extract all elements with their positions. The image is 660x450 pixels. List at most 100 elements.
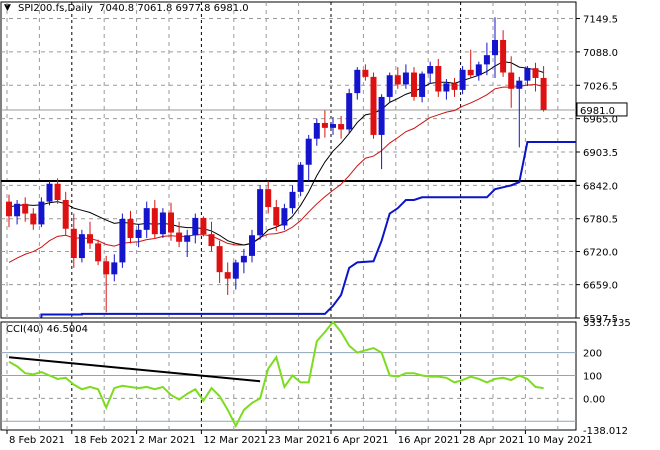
candle-bear [338, 124, 345, 130]
candle-bear [176, 232, 183, 242]
price-tick-label: 7149.5 [583, 15, 618, 26]
candle-bull [240, 255, 247, 263]
candle-bear [216, 246, 223, 273]
candle-bear [394, 75, 401, 85]
chart-title: SPI200.fs,Daily 7040.8 7061.8 6977.8 698… [18, 3, 249, 14]
candle-bear [370, 76, 377, 135]
candle-bear [54, 183, 61, 201]
cci-tick-label: -138.012 [583, 426, 628, 437]
date-label: 8 Feb 2021 [9, 435, 65, 446]
candle-bull [402, 72, 409, 85]
candle-bull [46, 183, 53, 202]
chart-grid [0, 1, 577, 431]
candle-bear [127, 218, 134, 238]
candle-bull [78, 234, 85, 259]
cci-tick-label: 100 [583, 372, 602, 383]
candle-bull [111, 262, 118, 275]
price-tick-label: 6597.5 [583, 314, 618, 325]
date-label: 18 Feb 2021 [74, 435, 136, 446]
candle-bear [62, 200, 69, 229]
candle-bull [386, 75, 393, 97]
candle-bull [232, 262, 239, 279]
price-tick-label: 6965.0 [583, 115, 618, 126]
triangle-down-icon[interactable]: ▼ [4, 3, 11, 13]
candle-bull [492, 39, 498, 56]
date-label: 23 Mar 2021 [268, 435, 331, 446]
candle-bull [330, 124, 336, 128]
date-label: 16 Apr 2021 [398, 435, 460, 446]
cci-panel [1, 320, 576, 429]
price-tick-label: 6842.0 [583, 181, 618, 192]
candle-bull [297, 164, 304, 192]
candle-bull [483, 55, 490, 65]
candle-bear [30, 213, 37, 225]
candle-bull [14, 203, 21, 217]
candle-bull [143, 208, 150, 230]
candle-bull [354, 69, 361, 94]
candle-bear [451, 83, 458, 90]
price-tick-label: 6903.5 [583, 148, 618, 159]
price-tick-label: 7026.5 [583, 81, 618, 92]
candle-bear [467, 69, 474, 76]
candle-bull [289, 191, 296, 209]
candle-bear [321, 122, 328, 128]
candle-bear [362, 69, 369, 77]
candle-bull [524, 68, 531, 81]
candle-bull [257, 189, 264, 236]
candle-bull [249, 235, 255, 256]
candle-bear [540, 77, 547, 110]
candle-bull [313, 122, 320, 139]
price-tick-label: 6780.5 [583, 215, 618, 226]
candle-bull [159, 212, 166, 235]
candle-bull [305, 138, 312, 165]
step-indicator-line [40, 140, 576, 318]
price-tick-label: 7088.0 [583, 48, 618, 59]
candle-bear [22, 203, 29, 214]
cci-tick-label: 333.7135 [583, 318, 631, 329]
candle-bull [475, 64, 482, 76]
candle-bear [411, 72, 417, 97]
candle-bear [6, 201, 12, 217]
date-axis: 8 Feb 2021 18 Feb 2021 2 Mar 2021 12 Mar 20… [6, 430, 593, 446]
date-label: 6 Apr 2021 [333, 435, 388, 446]
price-tick-label: 6659.0 [583, 281, 618, 292]
cci-line [8, 320, 544, 429]
candle-bull [192, 217, 199, 236]
candle-bear [265, 189, 272, 208]
candle-bull [184, 235, 191, 242]
candle-bear [200, 217, 207, 235]
candle-bear [208, 234, 215, 247]
current-price-box [576, 102, 628, 117]
candle-bull [135, 229, 142, 238]
candle-bear [532, 68, 539, 78]
candle-bull [459, 69, 466, 90]
candle-bear [70, 228, 77, 259]
candle-bull [119, 218, 126, 263]
price-panel [1, 17, 576, 318]
candle-bear [500, 39, 507, 73]
candle-bear [273, 207, 280, 226]
candle-bull [281, 208, 288, 226]
candle-bear [103, 261, 110, 275]
date-label: 10 May 2021 [527, 435, 592, 446]
price-axis: 7149.5 7088.0 7026.5 6965.0 6903.5 6842.0 6780… [576, 15, 631, 437]
cci-trend-line [8, 356, 261, 383]
candle-bull [378, 96, 385, 135]
candle-bull [38, 201, 45, 225]
candle-bull [346, 93, 353, 130]
price-tick-label: 6720.0 [583, 248, 618, 259]
candle-bear [224, 272, 231, 279]
date-label: 12 Mar 2021 [203, 435, 266, 446]
candle-bear [435, 66, 442, 92]
candle-bull [443, 83, 450, 92]
cci-tick-label: 200 [583, 349, 602, 360]
candle-bull [419, 73, 426, 97]
current-price-label: 6981.0 [580, 106, 615, 117]
candle-bear [508, 72, 515, 89]
candle-bull [427, 66, 434, 74]
cci-tick-label: 0.00 [583, 394, 605, 405]
cci-indicator-label: CCI(40) 46.5004 [6, 324, 88, 335]
candle-bear [151, 208, 158, 235]
price-panel-border [0, 1, 577, 319]
